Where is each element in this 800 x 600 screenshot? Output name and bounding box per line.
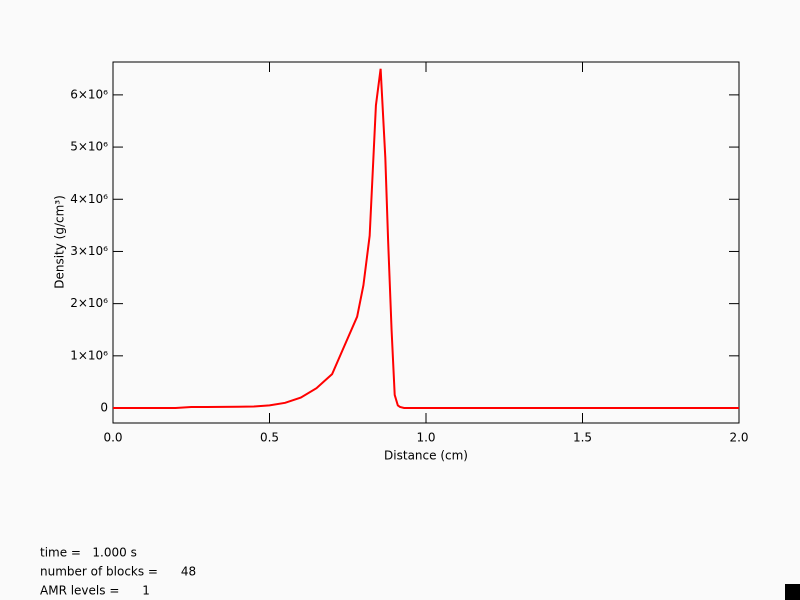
- y-tick-label: 0: [100, 401, 108, 415]
- x-tick-label: 0.5: [260, 431, 279, 445]
- y-tick-label: 1×10⁶: [70, 348, 108, 362]
- y-tick-label: 6×10⁶: [70, 87, 108, 101]
- x-tick-label: 0.0: [103, 431, 122, 445]
- annotation: number of blocks = 48: [40, 565, 196, 579]
- x-tick-label: 1.5: [573, 431, 592, 445]
- annotation: time = 1.000 s: [40, 546, 137, 560]
- y-tick-label: 2×10⁶: [70, 296, 108, 310]
- y-tick-label: 5×10⁶: [70, 140, 108, 154]
- y-tick-label: 3×10⁶: [70, 244, 108, 258]
- x-tick-label: 1.0: [416, 431, 435, 445]
- y-tick-label: 4×10⁶: [70, 192, 108, 206]
- annotation: AMR levels = 1: [40, 584, 150, 598]
- density-line: [113, 68, 739, 410]
- corner-block: [785, 584, 800, 600]
- y-axis-label: Density (g/cm³): [53, 195, 67, 289]
- x-tick-label: 2.0: [729, 431, 748, 445]
- x-axis-label: Distance (cm): [384, 449, 468, 463]
